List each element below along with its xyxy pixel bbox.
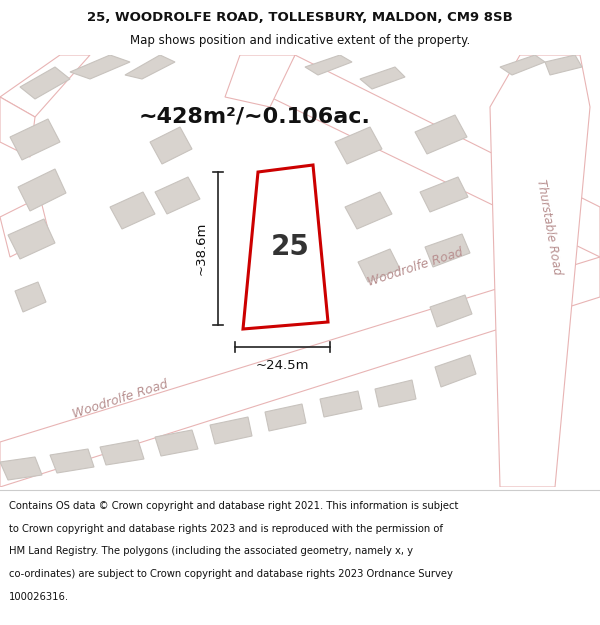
Polygon shape bbox=[345, 192, 392, 229]
Polygon shape bbox=[225, 55, 295, 107]
Polygon shape bbox=[15, 282, 46, 312]
Polygon shape bbox=[545, 55, 582, 75]
Polygon shape bbox=[420, 177, 468, 212]
Polygon shape bbox=[10, 119, 60, 160]
Text: ~428m²/~0.106ac.: ~428m²/~0.106ac. bbox=[139, 107, 371, 127]
Polygon shape bbox=[320, 391, 362, 417]
Polygon shape bbox=[155, 177, 200, 214]
Polygon shape bbox=[500, 55, 545, 75]
Polygon shape bbox=[425, 234, 470, 267]
Polygon shape bbox=[150, 127, 192, 164]
Text: 25: 25 bbox=[271, 233, 310, 261]
Polygon shape bbox=[20, 67, 70, 99]
Text: Contains OS data © Crown copyright and database right 2021. This information is : Contains OS data © Crown copyright and d… bbox=[9, 501, 458, 511]
Polygon shape bbox=[210, 417, 252, 444]
Polygon shape bbox=[0, 55, 90, 117]
Polygon shape bbox=[8, 219, 55, 259]
Polygon shape bbox=[435, 355, 476, 387]
Polygon shape bbox=[0, 257, 600, 487]
Polygon shape bbox=[270, 55, 600, 257]
Polygon shape bbox=[155, 430, 198, 456]
Polygon shape bbox=[0, 197, 50, 257]
Polygon shape bbox=[70, 55, 130, 79]
Polygon shape bbox=[335, 127, 382, 164]
Text: Thurstable Road: Thurstable Road bbox=[534, 178, 564, 276]
Polygon shape bbox=[0, 97, 35, 157]
Polygon shape bbox=[50, 449, 94, 473]
Polygon shape bbox=[358, 249, 400, 282]
Polygon shape bbox=[265, 404, 306, 431]
Text: Map shows position and indicative extent of the property.: Map shows position and indicative extent… bbox=[130, 34, 470, 47]
Polygon shape bbox=[375, 380, 416, 407]
Text: ~38.6m: ~38.6m bbox=[195, 222, 208, 275]
Polygon shape bbox=[100, 440, 144, 465]
Polygon shape bbox=[18, 169, 66, 211]
Polygon shape bbox=[415, 115, 467, 154]
Polygon shape bbox=[0, 457, 42, 480]
Polygon shape bbox=[430, 295, 472, 327]
Polygon shape bbox=[490, 55, 590, 487]
Polygon shape bbox=[125, 55, 175, 79]
Text: HM Land Registry. The polygons (including the associated geometry, namely x, y: HM Land Registry. The polygons (includin… bbox=[9, 546, 413, 556]
Text: co-ordinates) are subject to Crown copyright and database rights 2023 Ordnance S: co-ordinates) are subject to Crown copyr… bbox=[9, 569, 453, 579]
Polygon shape bbox=[305, 55, 352, 75]
Text: Woodrolfe Road: Woodrolfe Road bbox=[365, 246, 464, 289]
Text: 100026316.: 100026316. bbox=[9, 592, 69, 602]
Polygon shape bbox=[110, 192, 155, 229]
Text: ~24.5m: ~24.5m bbox=[256, 359, 309, 372]
Polygon shape bbox=[360, 67, 405, 89]
Text: Woodrolfe Road: Woodrolfe Road bbox=[71, 378, 169, 421]
Text: to Crown copyright and database rights 2023 and is reproduced with the permissio: to Crown copyright and database rights 2… bbox=[9, 524, 443, 534]
Text: 25, WOODROLFE ROAD, TOLLESBURY, MALDON, CM9 8SB: 25, WOODROLFE ROAD, TOLLESBURY, MALDON, … bbox=[87, 11, 513, 24]
Polygon shape bbox=[243, 165, 328, 329]
